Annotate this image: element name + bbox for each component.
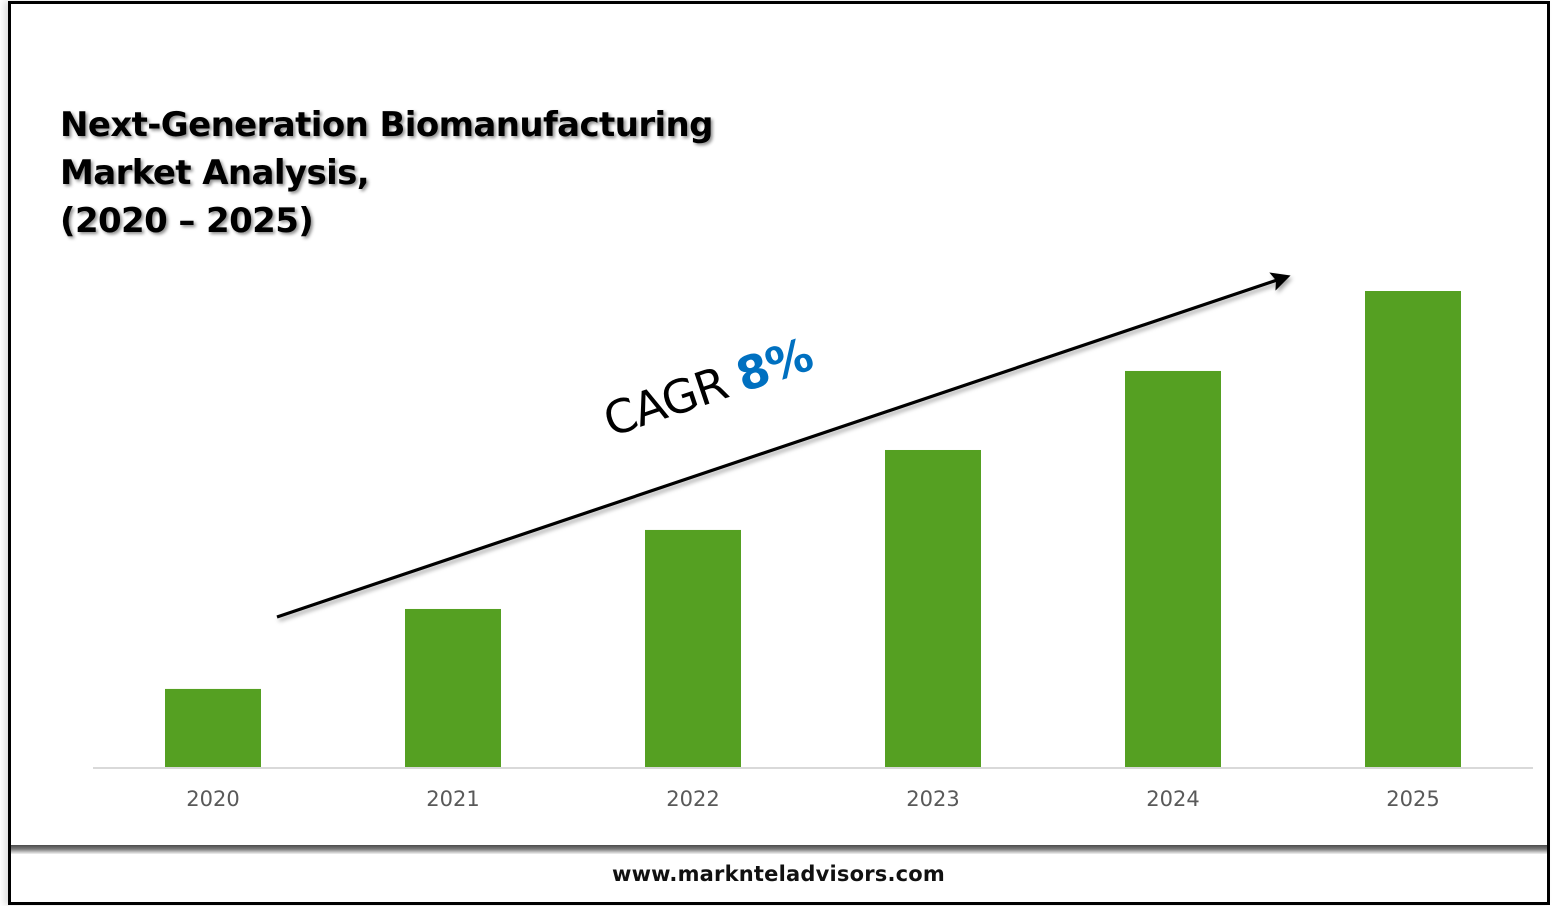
- bars-group: [165, 291, 1461, 767]
- x-tick-label-2021: 2021: [426, 787, 479, 811]
- x-tick-label-2023: 2023: [906, 787, 959, 811]
- x-tick-label-2024: 2024: [1146, 787, 1199, 811]
- chart-title: Next-Generation Biomanufacturing Market …: [60, 101, 713, 245]
- bar-2021: [405, 608, 501, 767]
- x-axis-labels: 2020 2021 2022 2023 2024 2025: [186, 787, 1439, 811]
- title-line-2: Market Analysis,: [60, 153, 370, 193]
- footer-separator: [11, 845, 1547, 854]
- x-tick-label-2020: 2020: [186, 787, 239, 811]
- x-tick-label-2022: 2022: [666, 787, 719, 811]
- bar-2023: [885, 449, 981, 767]
- chart-frame: [8, 1, 1550, 905]
- footer-url: www.marknteladvisors.com: [611, 862, 946, 886]
- bar-2022: [645, 529, 741, 767]
- title-line-1: Next-Generation Biomanufacturing: [60, 105, 713, 145]
- bar-2020: [165, 688, 261, 767]
- x-tick-label-2025: 2025: [1386, 787, 1439, 811]
- bar-2024: [1125, 370, 1221, 767]
- bar-2025: [1365, 291, 1461, 767]
- title-line-3: (2020 – 2025): [60, 201, 314, 241]
- trend-arrow-icon: [276, 272, 1291, 619]
